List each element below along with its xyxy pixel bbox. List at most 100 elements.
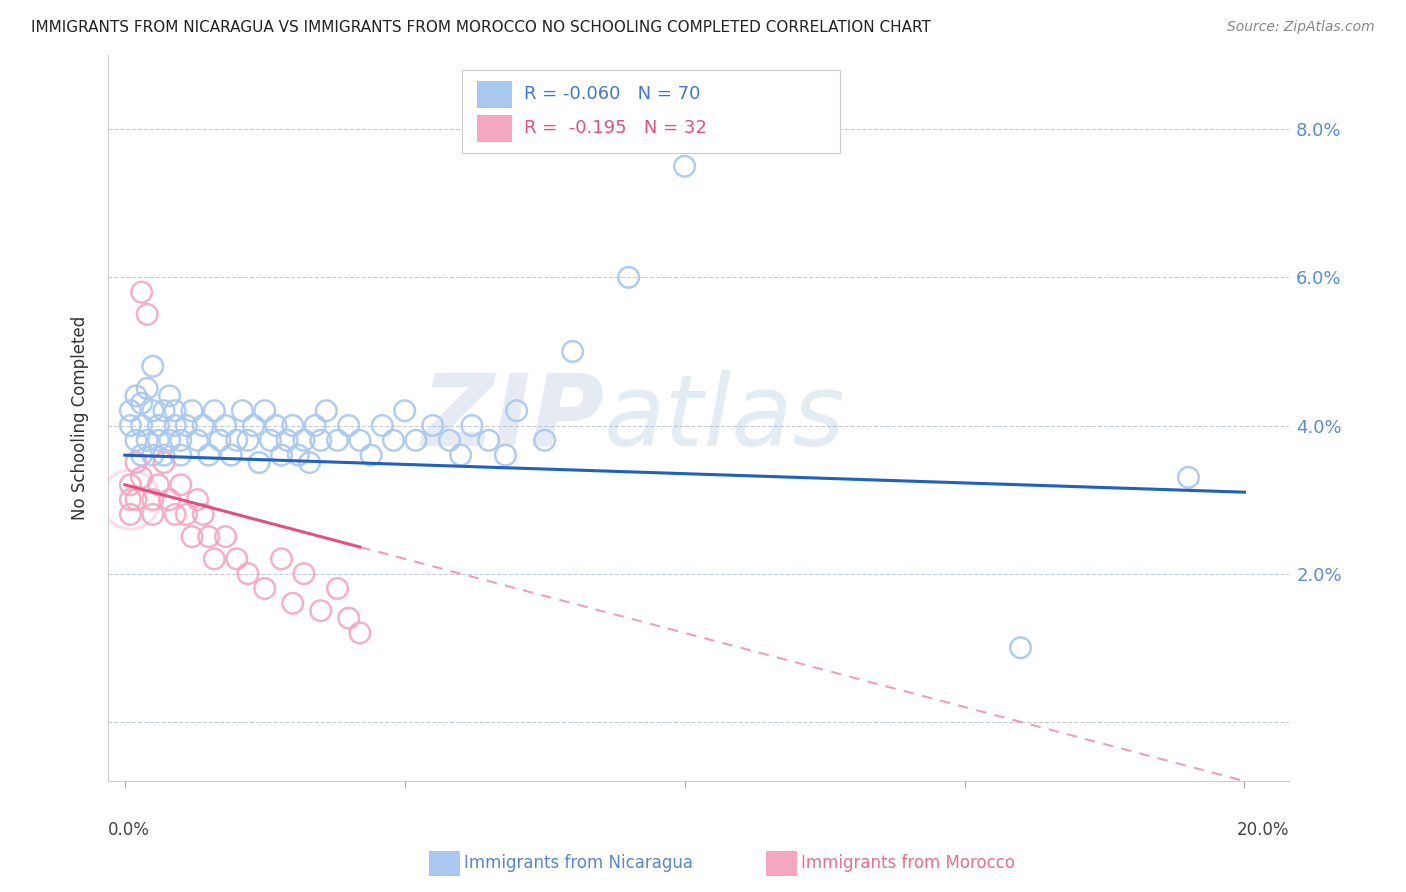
Point [337, 418, 360, 433]
Point [191, 418, 214, 433]
Point [264, 418, 287, 433]
Point [125, 456, 148, 470]
Point [236, 434, 259, 448]
Text: Immigrants from Nicaragua: Immigrants from Nicaragua [464, 855, 693, 872]
Point [125, 492, 148, 507]
FancyBboxPatch shape [463, 70, 841, 153]
Point [120, 508, 142, 522]
Point [337, 611, 360, 625]
Point [120, 492, 142, 507]
Text: R =  -0.195   N = 32: R = -0.195 N = 32 [524, 120, 707, 137]
Text: Immigrants from Morocco: Immigrants from Morocco [801, 855, 1015, 872]
Point [165, 508, 187, 522]
Point [202, 552, 225, 566]
Point [125, 434, 148, 448]
Point [131, 448, 153, 462]
Point [142, 403, 165, 417]
Point [371, 418, 394, 433]
Point [360, 448, 382, 462]
Point [253, 403, 276, 417]
Point [242, 418, 264, 433]
Point [170, 448, 193, 462]
Point [214, 530, 236, 544]
Point [422, 418, 444, 433]
Point [120, 403, 142, 417]
Point [136, 434, 159, 448]
Point [561, 344, 583, 359]
Point [270, 448, 292, 462]
Point [136, 382, 159, 396]
Point [187, 434, 209, 448]
Point [191, 508, 214, 522]
Point [309, 434, 332, 448]
Text: 20.0%: 20.0% [1237, 821, 1289, 839]
Point [214, 418, 236, 433]
Point [165, 418, 187, 433]
Text: IMMIGRANTS FROM NICARAGUA VS IMMIGRANTS FROM MOROCCO NO SCHOOLING COMPLETED CORR: IMMIGRANTS FROM NICARAGUA VS IMMIGRANTS … [31, 20, 931, 35]
Point [176, 508, 198, 522]
Point [165, 403, 187, 417]
Point [304, 418, 326, 433]
Point [382, 434, 405, 448]
Point [292, 566, 315, 581]
Point [298, 456, 321, 470]
Y-axis label: No Schooling Completed: No Schooling Completed [72, 316, 89, 520]
Point [231, 403, 253, 417]
Point [219, 448, 242, 462]
Point [120, 418, 142, 433]
Point [495, 448, 517, 462]
Point [461, 418, 484, 433]
Point [259, 434, 281, 448]
Point [225, 552, 247, 566]
Point [131, 418, 153, 433]
Point [349, 434, 371, 448]
Point [148, 477, 170, 491]
Text: R = -0.060   N = 70: R = -0.060 N = 70 [524, 86, 700, 103]
Point [153, 456, 176, 470]
Point [439, 434, 461, 448]
Point [292, 434, 315, 448]
Point [148, 434, 170, 448]
Point [159, 492, 181, 507]
Point [326, 582, 349, 596]
Point [131, 396, 153, 410]
Point [197, 448, 219, 462]
Point [281, 418, 304, 433]
Point [1177, 470, 1199, 484]
Point [142, 508, 165, 522]
Point [197, 530, 219, 544]
Point [1010, 640, 1032, 655]
Point [236, 566, 259, 581]
Point [153, 403, 176, 417]
Point [281, 596, 304, 610]
Point [533, 434, 555, 448]
Text: atlas: atlas [605, 369, 846, 467]
Point [142, 492, 165, 507]
Point [142, 448, 165, 462]
Point [120, 492, 142, 507]
Point [153, 448, 176, 462]
Point [225, 434, 247, 448]
Point [478, 434, 501, 448]
Point [730, 122, 752, 136]
Point [405, 434, 427, 448]
Text: ZIP: ZIP [422, 369, 605, 467]
Point [131, 285, 153, 300]
Point [202, 403, 225, 417]
Point [176, 418, 198, 433]
Point [326, 434, 349, 448]
Text: 0.0%: 0.0% [108, 821, 150, 839]
Point [120, 477, 142, 491]
Point [170, 477, 193, 491]
Point [247, 456, 270, 470]
Point [181, 530, 204, 544]
Point [125, 389, 148, 403]
Point [208, 434, 231, 448]
Text: Source: ZipAtlas.com: Source: ZipAtlas.com [1227, 20, 1375, 34]
Point [276, 434, 298, 448]
Point [181, 403, 204, 417]
FancyBboxPatch shape [477, 115, 512, 142]
Point [505, 403, 527, 417]
Point [287, 448, 309, 462]
Point [170, 434, 193, 448]
